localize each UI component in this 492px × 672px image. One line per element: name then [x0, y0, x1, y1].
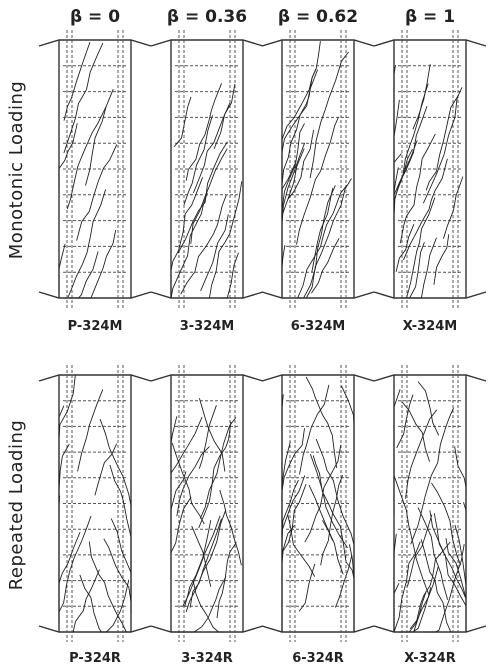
specimen: 3-324R — [151, 365, 263, 666]
crack — [342, 386, 355, 501]
specimen-label: P-324R — [69, 651, 121, 666]
specimen-label: X-324M — [403, 319, 457, 334]
stub — [151, 40, 263, 46]
crack — [111, 519, 131, 615]
crack — [59, 244, 65, 293]
crack — [335, 555, 352, 607]
column-header: β = 0 — [70, 7, 120, 27]
specimen: X-324M — [374, 30, 486, 334]
stub — [374, 626, 486, 632]
crack — [397, 395, 413, 448]
crack — [185, 520, 211, 606]
column-header: β = 0.62 — [278, 7, 358, 27]
specimen: 6-324R — [262, 365, 374, 666]
crack — [298, 185, 347, 298]
crack — [394, 65, 396, 130]
crack — [174, 97, 191, 147]
specimen: P-324M — [39, 30, 151, 334]
stub — [262, 375, 374, 381]
stub — [374, 40, 486, 46]
stub — [374, 292, 486, 298]
crack — [306, 179, 351, 299]
crack — [394, 475, 429, 595]
crack — [299, 564, 315, 611]
crack — [199, 405, 216, 468]
stub — [151, 375, 263, 381]
column-header: β = 1 — [405, 7, 455, 27]
specimen-label: 3-324M — [180, 319, 235, 334]
crack — [434, 234, 449, 284]
crack — [209, 181, 241, 298]
crack — [418, 382, 439, 436]
stub — [39, 375, 151, 381]
specimen-label: 6-324M — [291, 319, 346, 334]
stub — [39, 292, 151, 298]
crack — [95, 444, 117, 496]
crack — [171, 417, 202, 473]
crack — [78, 389, 103, 471]
column-header: β = 0.36 — [167, 7, 247, 27]
crack — [59, 532, 80, 583]
specimen: 6-324M — [262, 30, 374, 334]
crack — [413, 64, 430, 129]
crack — [310, 52, 349, 178]
crack — [282, 41, 320, 151]
specimen-panels: P-324M 3-324M 6-324M X-324M P-324R 3-324R 6-32… — [39, 30, 486, 666]
crack — [402, 402, 430, 462]
crack — [171, 576, 226, 632]
crack — [282, 442, 290, 506]
crack — [178, 142, 227, 253]
stub — [151, 626, 263, 632]
crack — [69, 230, 116, 298]
crack — [408, 515, 432, 587]
crack — [191, 149, 227, 244]
specimen-label: 3-324R — [181, 651, 233, 666]
stub — [262, 292, 374, 298]
crack — [184, 115, 213, 204]
row-label: Repeated Loading — [6, 420, 27, 591]
crack — [67, 106, 106, 209]
stub — [374, 375, 486, 381]
crack — [406, 410, 437, 499]
crack — [406, 198, 434, 298]
row-label: Monotonic Loading — [6, 81, 27, 260]
specimen-label: X-324R — [404, 651, 456, 666]
crack — [104, 539, 131, 602]
crack — [199, 398, 225, 471]
specimen-label: P-324M — [68, 319, 123, 334]
specimen: 3-324M — [151, 30, 263, 334]
crack — [288, 515, 315, 577]
crack — [181, 195, 227, 295]
crack — [80, 575, 102, 632]
stub — [39, 40, 151, 46]
crack — [172, 443, 204, 524]
crack — [220, 490, 242, 565]
crack — [59, 516, 91, 612]
stub — [39, 626, 151, 632]
crack — [404, 159, 448, 260]
crack — [394, 534, 396, 632]
crack — [171, 497, 191, 580]
crack — [77, 145, 117, 241]
specimen: P-324R — [39, 365, 151, 666]
crack — [396, 224, 414, 272]
specimen-label: 6-324R — [292, 651, 344, 666]
crack — [394, 149, 413, 258]
stub — [262, 626, 374, 632]
crack — [73, 570, 99, 633]
crack — [64, 251, 99, 298]
crack — [201, 214, 229, 291]
crack — [86, 89, 114, 185]
stub — [262, 40, 374, 46]
crack — [59, 444, 69, 534]
figure: β = 0 β = 0.36 β = 0.62 β = 1 Monotonic … — [0, 0, 492, 672]
crack — [110, 465, 131, 596]
crack — [68, 190, 106, 298]
crack — [309, 485, 333, 540]
stub — [151, 292, 263, 298]
specimen: X-324R — [374, 365, 486, 666]
